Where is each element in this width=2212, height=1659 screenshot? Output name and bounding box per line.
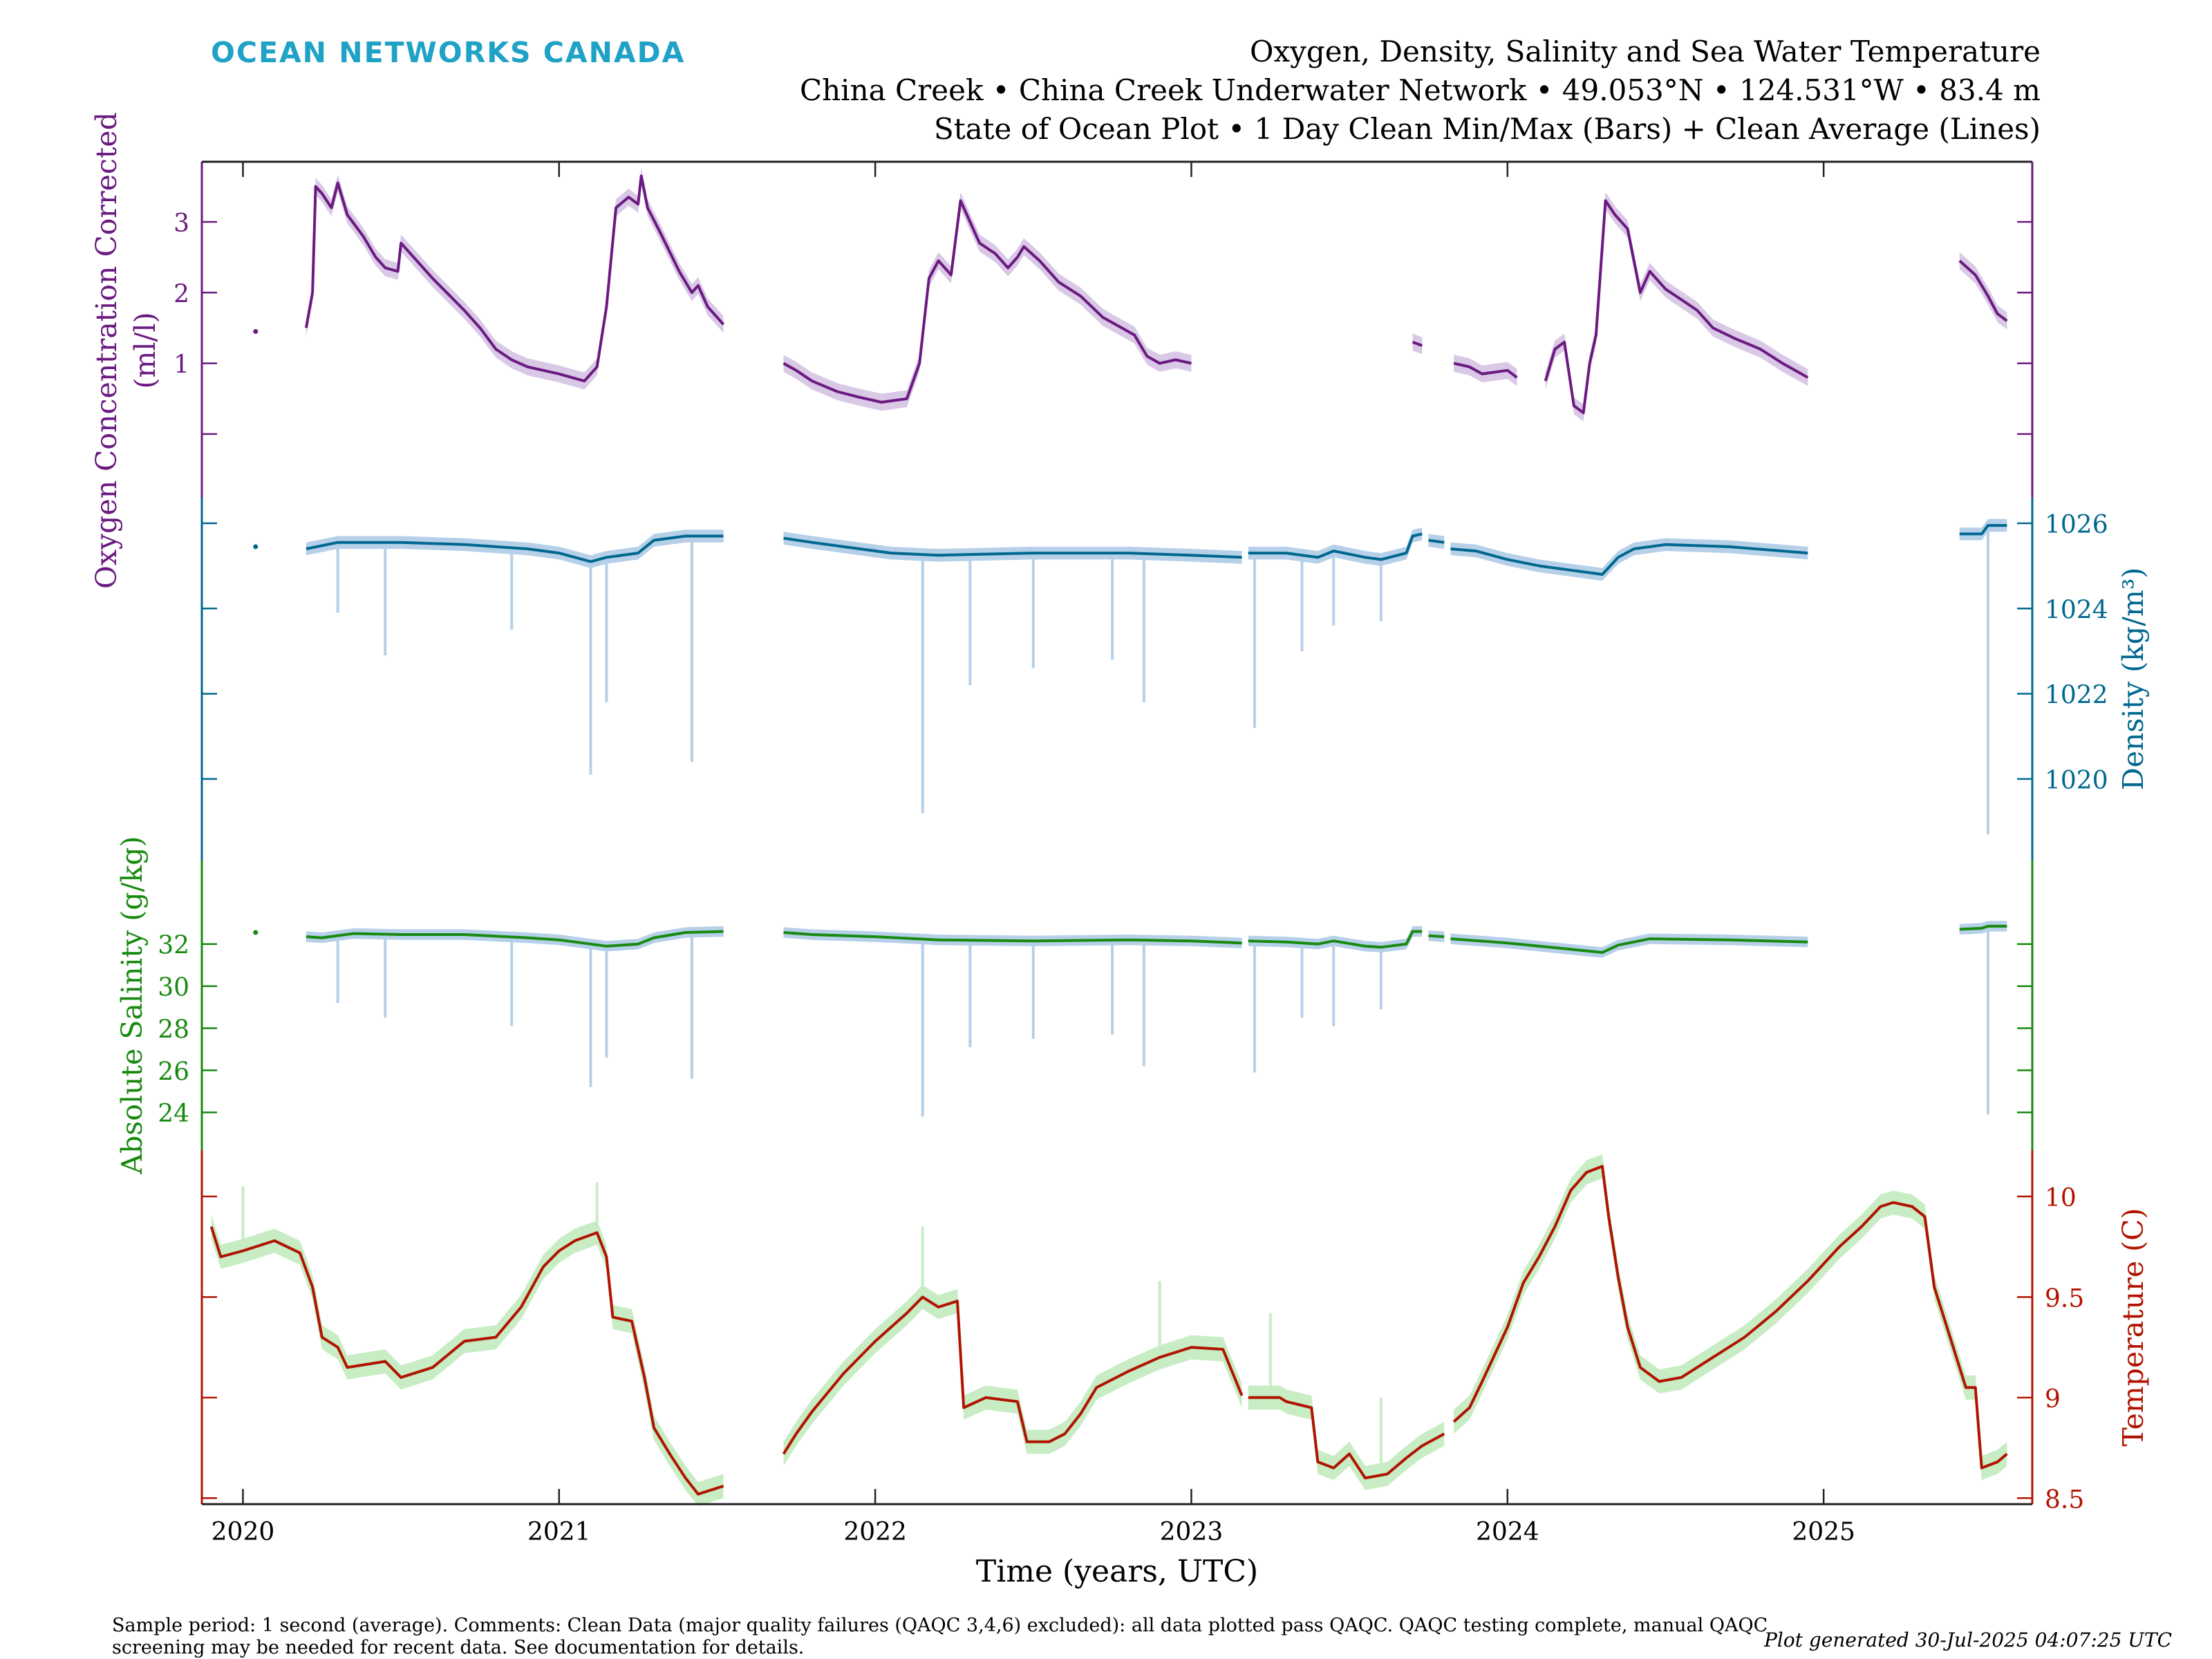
salinity-ytick-label-4: 32 (158, 932, 189, 960)
xtick-label-5: 2025 (1792, 1518, 1855, 1546)
oxygen-ytick-label-0: 1 (174, 351, 189, 379)
temperature-axis-label: Temperature (C) (2117, 1208, 2150, 1447)
temperature-minmax-band-3 (1454, 1154, 2007, 1481)
temperature-ytick-label-1: 9 (2045, 1385, 2061, 1414)
salinity-minmax-band-5 (1450, 933, 1808, 958)
salinity-average-line-5 (1450, 937, 1808, 954)
density-minmax-band-3 (1248, 527, 1423, 566)
oxygen-average-line-3 (1412, 341, 1423, 347)
chart-subtitle-plot-type: State of Ocean Plot • 1 Day Clean Min/Ma… (933, 112, 2041, 146)
temperature-average-line-1 (782, 1295, 1244, 1455)
oxygen-average-line-4 (1453, 362, 1518, 379)
salinity-average-line-4 (1428, 934, 1445, 939)
oxygen-average-line-5 (1544, 199, 1809, 415)
temperature-ytick-label-2: 9.5 (2045, 1284, 2084, 1313)
temperature-ytick-label-0: 8.5 (2045, 1485, 2084, 1514)
density-average-line-6 (1959, 524, 2007, 536)
oxygen-minmax-band-4 (1454, 355, 1517, 386)
oxygen-minmax-band-2 (783, 192, 1192, 411)
salinity-ytick-label-1: 26 (158, 1058, 189, 1086)
salinity-ytick-label-3: 30 (158, 974, 189, 1002)
density-ytick-label-2: 1024 (2045, 596, 2108, 624)
chart-subtitle-location: China Creek • China Creek Underwater Net… (799, 73, 2041, 107)
oxygen-average-line-1 (304, 174, 725, 383)
density-average-point-0 (253, 544, 259, 550)
salinity-ytick-label-0: 24 (158, 1100, 189, 1128)
salinity-axis-label: Absolute Salinity (g/kg) (115, 836, 149, 1175)
oxygen-ytick-label-2: 3 (174, 209, 189, 238)
chart-title: Oxygen, Density, Salinity and Sea Water … (1250, 35, 2041, 68)
temperature-ytick-label-3: 10 (2045, 1184, 2077, 1212)
density-average-line-2 (783, 536, 1242, 559)
oxygen-average-line-2 (782, 199, 1192, 404)
salinity-average-line-1 (306, 930, 724, 948)
salinity-average-line-3 (1248, 930, 1423, 949)
temperature-minmax-band-1 (783, 1284, 1242, 1466)
oxygen-minmax-band-6 (1959, 252, 2007, 330)
salinity-average-point-0 (253, 930, 259, 935)
footer-note: Sample period: 1 second (average). Comme… (112, 1615, 1768, 1658)
oxygen-average-line-6 (1958, 259, 2008, 322)
salinity-minmax-band-1 (306, 926, 724, 952)
oxygen-minmax-band-5 (1545, 192, 1808, 422)
oxygen-axis-label: Oxygen Concentration Corrected (ml/l) (90, 112, 162, 589)
salinity-minmax-band-2 (783, 927, 1242, 948)
density-average-line-1 (306, 534, 724, 563)
salinity-ytick-label-2: 28 (158, 1015, 189, 1044)
xtick-label-1: 2021 (527, 1518, 591, 1546)
xtick-label-2: 2022 (843, 1518, 907, 1546)
plot-generated-timestamp: Plot generated 30-Jul-2025 04:07:25 UTC (1764, 1629, 2172, 1651)
temperature-minmax-band-0 (211, 1215, 724, 1506)
xtick-label-0: 2020 (212, 1518, 275, 1546)
salinity-average-line-6 (1959, 924, 2007, 931)
x-axis-label: Time (years, UTC) (976, 1554, 1258, 1589)
xtick-label-3: 2023 (1160, 1518, 1224, 1546)
density-minmax-band-5 (1450, 538, 1808, 581)
oxygen-ytick-label-1: 2 (174, 280, 189, 308)
salinity-minmax-band-3 (1248, 926, 1423, 953)
density-minmax-band-2 (783, 532, 1242, 564)
oxygen-minmax-band-1 (306, 167, 724, 390)
density-axis-label: Density (kg/m³) (2117, 568, 2150, 791)
temperature-minmax-band-2 (1248, 1385, 1445, 1490)
density-ytick-label-0: 1020 (2045, 767, 2108, 795)
density-average-line-3 (1248, 532, 1423, 561)
density-average-line-4 (1428, 538, 1445, 544)
temperature-average-line-0 (209, 1226, 724, 1496)
salinity-average-line-2 (783, 931, 1242, 945)
xtick-label-4: 2024 (1476, 1518, 1539, 1546)
oxygen-average-point-0 (253, 329, 259, 335)
temperature-average-line-2 (1248, 1396, 1445, 1480)
density-ytick-label-1: 1022 (2045, 682, 2108, 710)
ocean-networks-canada-logo: OCEAN NETWORKS CANADA (211, 36, 686, 69)
density-ytick-label-3: 1026 (2045, 511, 2108, 539)
temperature-average-line-3 (1452, 1165, 2008, 1470)
density-average-line-5 (1450, 543, 1808, 576)
